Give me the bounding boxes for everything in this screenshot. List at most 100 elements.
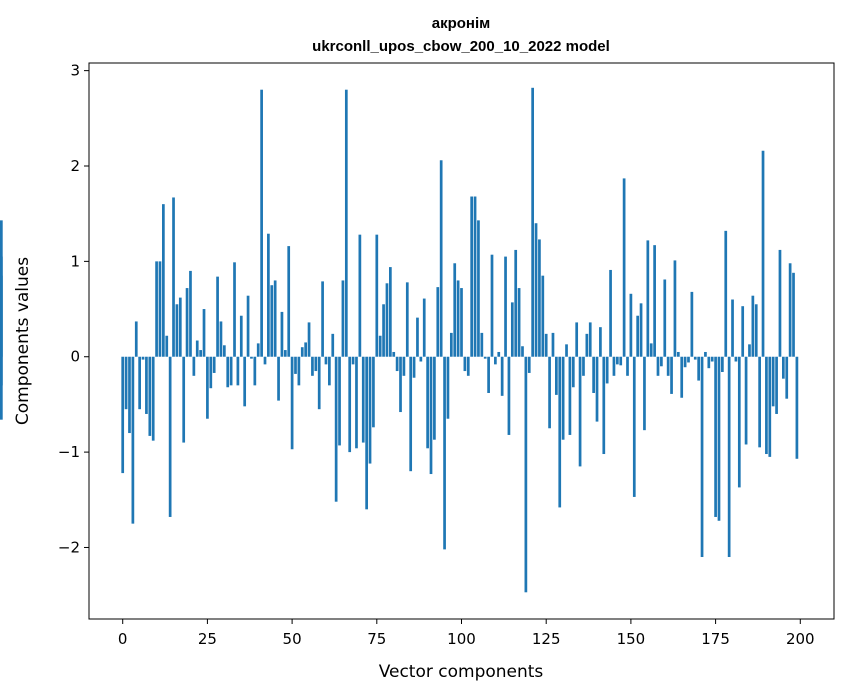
bar: [389, 267, 392, 357]
bar: [226, 356, 230, 388]
bar: [676, 351, 680, 357]
bar: [599, 327, 602, 357]
bar: [717, 356, 721, 521]
bar: [643, 356, 646, 431]
bar: [172, 197, 175, 357]
bar: [385, 283, 389, 357]
bar: [233, 262, 236, 357]
bar: [521, 346, 524, 357]
bar: [585, 333, 589, 357]
bar: [531, 87, 534, 357]
bar: [378, 335, 382, 357]
x-tick-label: 175: [701, 630, 730, 648]
bar: [158, 261, 162, 357]
bar: [392, 351, 396, 357]
bars-group: [0, 87, 799, 593]
bar: [446, 356, 450, 419]
y-tick-label: 1: [70, 252, 80, 270]
x-axis-ticks: 0 25 50 75 100 125 150 175 200: [118, 619, 815, 648]
bar: [470, 196, 474, 357]
bar: [629, 293, 633, 357]
bar: [663, 279, 667, 357]
bar: [229, 356, 233, 386]
y-tick-label: 2: [70, 157, 80, 175]
bar: [402, 356, 406, 376]
bar: [497, 351, 501, 357]
bar: [317, 356, 321, 410]
bar: [460, 288, 463, 357]
bar: [246, 295, 250, 357]
bar: [419, 356, 423, 362]
bar: [412, 356, 416, 378]
bar: [399, 356, 402, 413]
bar: [714, 356, 717, 517]
bar: [439, 160, 443, 357]
bar: [646, 240, 650, 357]
bar: [236, 356, 240, 386]
bar: [426, 356, 429, 449]
bar: [636, 315, 640, 357]
x-tick-label: 75: [367, 630, 386, 648]
bar: [707, 356, 711, 369]
bar: [148, 356, 152, 436]
bar: [280, 311, 284, 357]
bar: [571, 356, 575, 388]
bar: [375, 234, 379, 357]
bar: [683, 356, 687, 368]
bar: [155, 261, 158, 357]
bar: [737, 356, 741, 488]
bar: [653, 245, 656, 357]
bar: [0, 256, 3, 357]
bar: [480, 332, 484, 357]
y-tick-label: −1: [58, 443, 80, 461]
bar: [612, 356, 616, 376]
bar: [778, 249, 782, 357]
bar: [727, 356, 731, 558]
bar: [351, 356, 355, 365]
bar: [544, 333, 548, 357]
y-tick-label: 0: [70, 348, 80, 366]
bar: [721, 356, 724, 372]
bar: [372, 356, 375, 428]
bar: [541, 275, 545, 357]
bar: [192, 356, 196, 376]
bar: [128, 356, 131, 434]
bar: [202, 309, 206, 357]
bar: [592, 356, 595, 393]
chart-subtitle: ukrconll_upos_cbow_200_10_2022 model: [312, 38, 610, 55]
bar: [195, 340, 199, 357]
bar: [311, 356, 314, 376]
bar: [656, 356, 660, 376]
bar: [609, 269, 612, 357]
bar: [538, 239, 541, 357]
bar: [741, 306, 745, 357]
bar: [453, 263, 457, 357]
bar: [355, 356, 358, 449]
bar: [175, 304, 179, 357]
bar: [568, 356, 572, 435]
bar: [189, 270, 192, 357]
x-tick-label: 200: [786, 630, 815, 648]
bar: [256, 343, 260, 357]
bar: [121, 356, 125, 474]
bar: [775, 356, 778, 414]
bar: [416, 317, 419, 357]
bar: [429, 356, 433, 475]
bar: [588, 322, 592, 357]
bar: [768, 356, 772, 457]
bar: [500, 356, 504, 396]
bar: [666, 356, 670, 376]
bar: [283, 350, 287, 357]
bar: [487, 356, 490, 393]
bar: [602, 356, 606, 455]
bar: [548, 356, 551, 429]
bar: [449, 332, 453, 357]
bar: [239, 315, 243, 357]
y-axis-ticks: −2 −1 0 1 2 3: [58, 62, 89, 556]
bar: [456, 280, 460, 357]
bar: [649, 343, 653, 357]
bar: [575, 322, 579, 357]
x-tick-label: 25: [198, 630, 217, 648]
bar: [494, 356, 497, 365]
